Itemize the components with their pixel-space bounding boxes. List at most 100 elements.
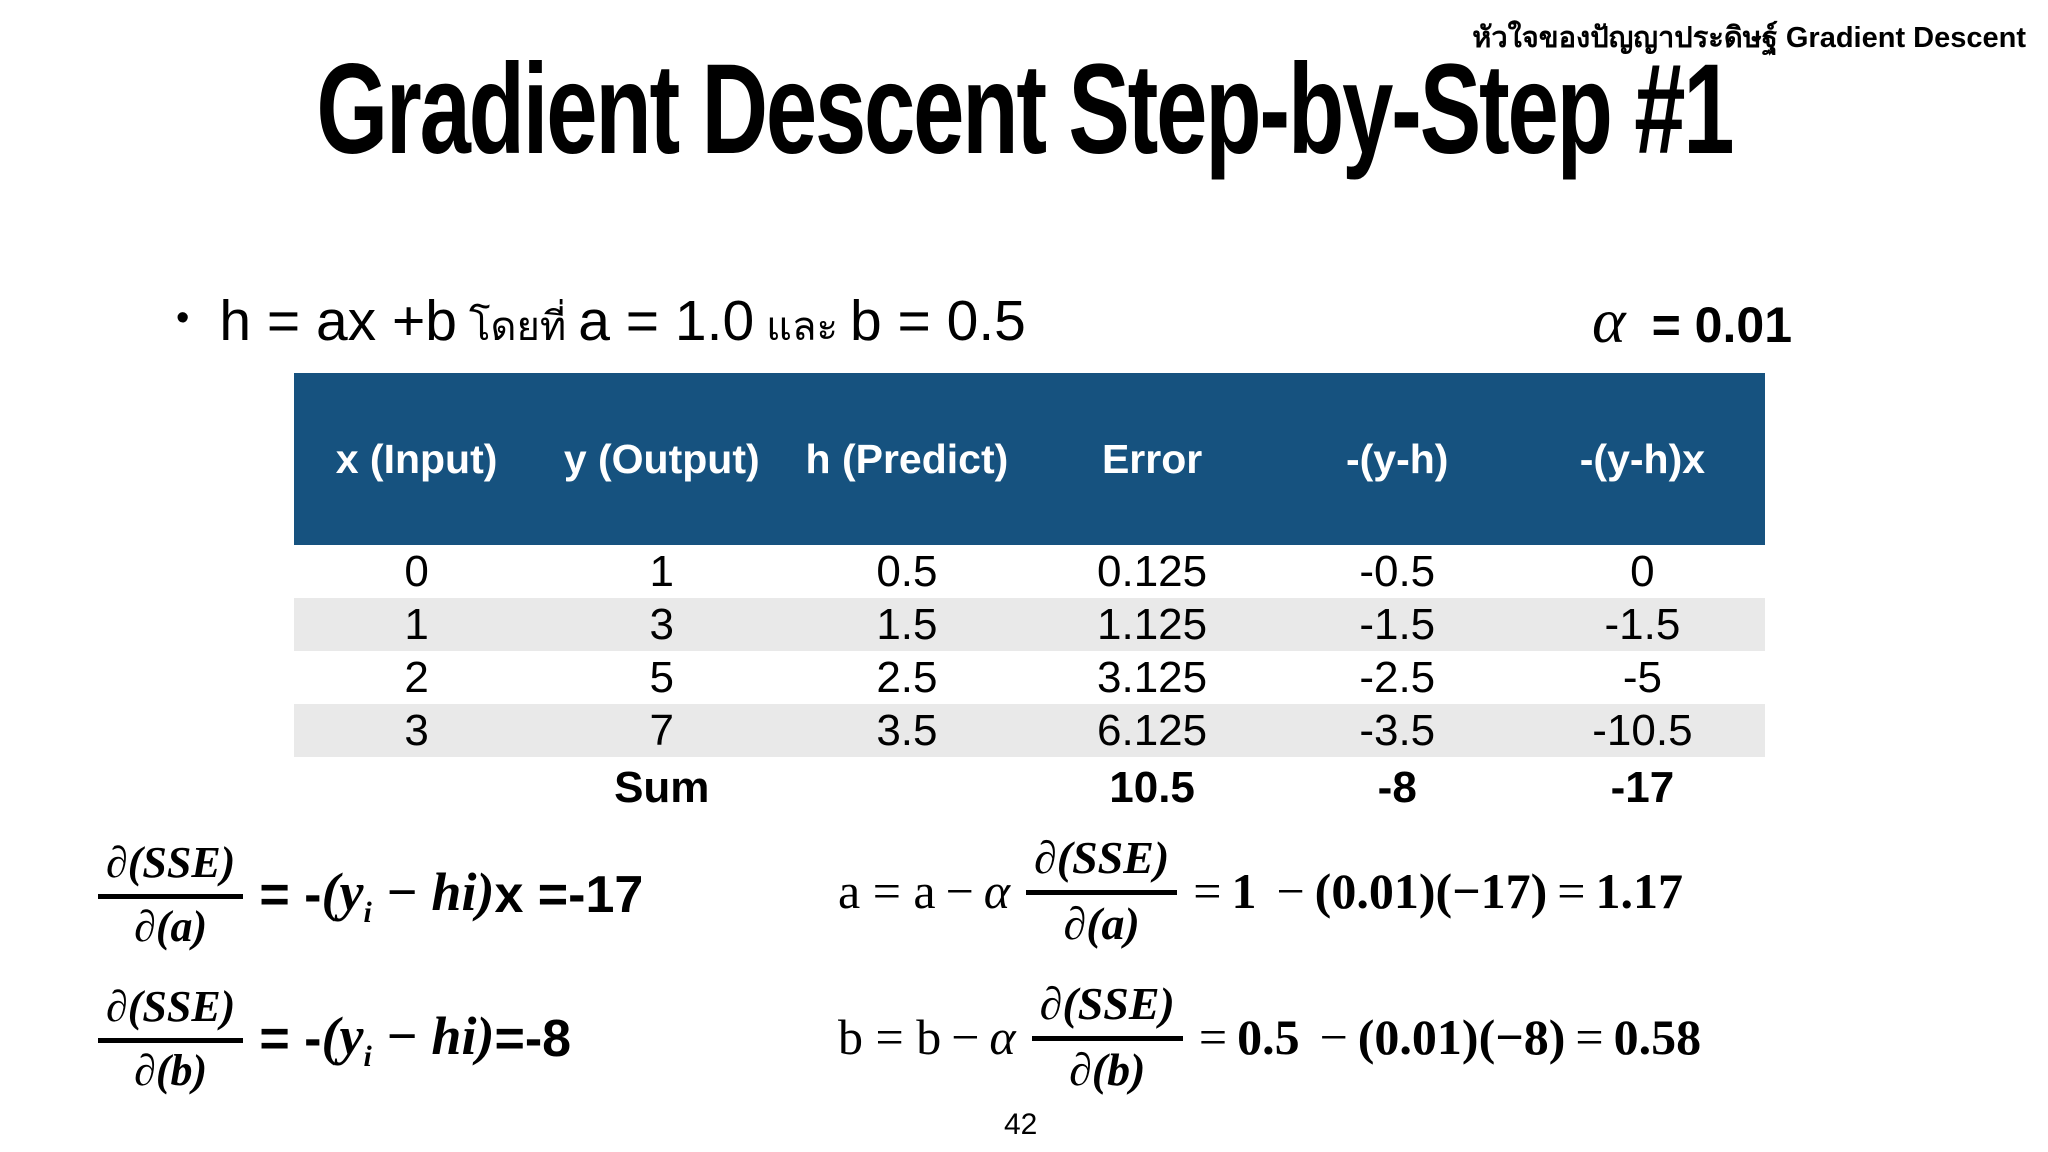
cell: -2.5 <box>1359 653 1436 702</box>
page-number: 42 <box>1004 1108 1038 1141</box>
fraction-denominator: ∂(b) <box>134 1045 208 1095</box>
cell: -1.5 <box>1604 600 1681 649</box>
partial-fraction-b: ∂(SSE) ∂(b) <box>98 982 244 1096</box>
alpha-value: = 0.01 <box>1651 297 1792 353</box>
fraction-denominator: ∂(a) <box>134 901 208 951</box>
cell: 3 <box>649 600 674 649</box>
col-header-h-predict: h (Predict) <box>805 435 1009 482</box>
sum-neg-y-h-x: -17 <box>1610 763 1675 812</box>
update-a-lead: a = a <box>838 863 936 920</box>
old-a-value: 1 <box>1231 863 1257 920</box>
thai-conjunction-2: และ <box>766 305 838 349</box>
cell: 3 <box>404 706 429 755</box>
cell: 2 <box>404 653 429 702</box>
col-header-neg-y-h: -(y-h) <box>1346 435 1449 482</box>
table-header-row: x (Input) y (Output) h (Predict) Error -… <box>294 373 1765 545</box>
table-row: 2 5 2.5 3.125 -2.5 -5 <box>294 651 1765 704</box>
gradient-b-equation: ∂(SSE) ∂(b) = - (yi − hi) = -8 <box>98 982 571 1096</box>
hypothesis-bullet: • h = ax +b โดยที่ a = 1.0 และ b = 0.5 <box>176 288 1026 358</box>
cell: -10.5 <box>1592 706 1693 755</box>
fraction-numerator: ∂(SSE) <box>98 838 244 899</box>
col-header-neg-y-h-x: -(y-h)x <box>1579 435 1706 482</box>
alpha-times-gradient: (0.01)(−17) <box>1314 863 1548 920</box>
alpha-times-gradient: (0.01)(−8) <box>1357 1009 1566 1066</box>
fraction-denominator: ∂(a) <box>1063 897 1140 949</box>
equals-sign: = - <box>259 1010 322 1069</box>
thai-conjunction-1: โดยที่ <box>469 305 567 349</box>
equals-sign: = <box>1575 1009 1604 1066</box>
table-row: 3 7 3.5 6.125 -3.5 -10.5 <box>294 704 1765 757</box>
page-title: Gradient Descent Step-by-Step #1 <box>0 36 2048 183</box>
equals-sign: = <box>494 1010 525 1069</box>
b-initial-value: b = 0.5 <box>849 289 1026 353</box>
sum-neg-y-h: -8 <box>1377 763 1417 812</box>
cell <box>784 757 1029 819</box>
residual-term: (yi − hi) <box>321 1005 495 1073</box>
corner-note: หัวใจของปัญญาประดิษฐ์ Gradient Descent <box>1472 22 2026 54</box>
new-a-value: 1.17 <box>1595 863 1683 920</box>
alpha-symbol: α <box>1592 285 1626 356</box>
gradient-b-value: -8 <box>524 1010 572 1069</box>
cell: 3.5 <box>876 706 938 755</box>
fraction-denominator: ∂(b) <box>1069 1043 1146 1095</box>
update-a-equation: a = a − α ∂(SSE) ∂(a) = 1 − (0.01)(−17) … <box>838 832 1683 951</box>
equals-sign: = <box>1193 863 1222 920</box>
hypothesis-equation: h = ax +b <box>219 289 457 353</box>
cell: -1.5 <box>1359 600 1436 649</box>
cell: -5 <box>1622 653 1662 702</box>
cell <box>294 757 539 819</box>
minus-sign: − <box>1276 863 1305 920</box>
equals-sign: = - <box>259 866 322 925</box>
fraction-numerator: ∂(SSE) <box>1031 978 1183 1041</box>
times-x-equals: x = <box>494 866 569 925</box>
minus-sign: − <box>945 863 974 920</box>
equals-sign: = <box>1557 863 1586 920</box>
table-sum-row: Sum 10.5 -8 -17 <box>294 757 1765 819</box>
cell: 1 <box>649 547 674 596</box>
a-initial-value: a = 1.0 <box>578 289 755 353</box>
col-header-y-output: y (Output) <box>563 435 760 482</box>
fraction-numerator: ∂(SSE) <box>1026 832 1178 895</box>
gradient-a-value: -17 <box>568 866 644 925</box>
col-header-x-input: x (Input) <box>335 435 498 482</box>
cell: 0 <box>404 547 429 596</box>
cell: -0.5 <box>1359 547 1436 596</box>
alpha-symbol: α <box>983 863 1011 920</box>
cell: 3.125 <box>1097 653 1208 702</box>
update-b-lead: b = b <box>838 1009 942 1066</box>
cell: 1 <box>404 600 429 649</box>
bullet-icon: • <box>176 297 190 339</box>
alpha-symbol: α <box>989 1009 1016 1066</box>
cell: 5 <box>649 653 674 702</box>
gradient-table: x (Input) y (Output) h (Predict) Error -… <box>294 373 1765 819</box>
page-title-text: Gradient Descent Step-by-Step #1 <box>315 38 1734 181</box>
sum-label: Sum <box>614 763 710 812</box>
cell: 2.5 <box>876 653 938 702</box>
table-row: 0 1 0.5 0.125 -0.5 0 <box>294 545 1765 598</box>
residual-term: (yi − hi) <box>321 861 495 929</box>
col-header-error: Error <box>1101 435 1203 482</box>
equals-sign: = <box>1198 1009 1228 1066</box>
minus-sign: − <box>1319 1009 1348 1066</box>
cell: 0.125 <box>1097 547 1208 596</box>
partial-fraction-a: ∂(SSE) ∂(a) <box>98 838 244 952</box>
cell: 6.125 <box>1097 706 1208 755</box>
gradient-a-equation: ∂(SSE) ∂(a) = - (yi − hi) x = -17 <box>98 838 643 952</box>
cell: 7 <box>649 706 674 755</box>
update-b-equation: b = b − α ∂(SSE) ∂(b) = 0.5 − (0.01)(−8)… <box>838 978 1701 1097</box>
fraction-numerator: ∂(SSE) <box>98 982 244 1043</box>
learning-rate-note: α = 0.01 <box>1592 284 1792 358</box>
cell: 0 <box>1630 547 1655 596</box>
old-b-value: 0.5 <box>1237 1009 1300 1066</box>
cell: 1.125 <box>1097 600 1208 649</box>
new-b-value: 0.58 <box>1613 1009 1702 1066</box>
cell: 0.5 <box>876 547 938 596</box>
cell: 1.5 <box>876 600 938 649</box>
partial-fraction-b: ∂(SSE) ∂(b) <box>1031 978 1183 1097</box>
cell: -3.5 <box>1359 706 1436 755</box>
partial-fraction-a: ∂(SSE) ∂(a) <box>1026 832 1178 951</box>
minus-sign: − <box>951 1009 980 1066</box>
table-row: 1 3 1.5 1.125 -1.5 -1.5 <box>294 598 1765 651</box>
sum-error: 10.5 <box>1109 763 1195 812</box>
